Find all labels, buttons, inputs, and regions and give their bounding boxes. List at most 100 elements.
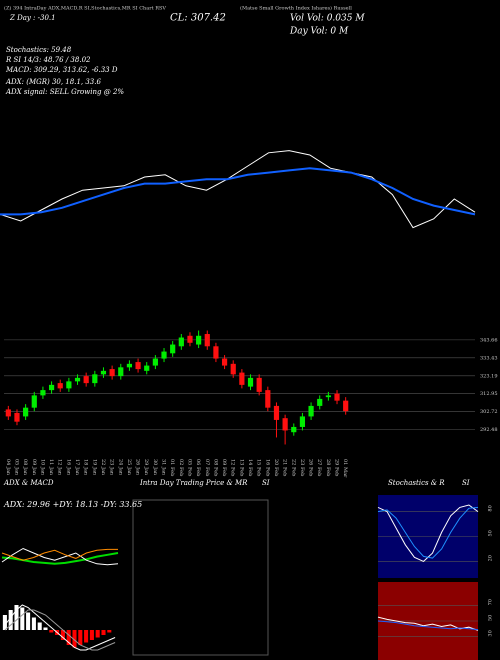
panel-title: SI [262,479,270,487]
candle-body [170,344,176,354]
candle-body [230,363,236,375]
header-text: ADX: (MGR) 30, 18.1, 33.6 [5,78,101,86]
x-tick-label: 12 Jan [57,459,63,476]
histogram-bar [37,622,42,630]
x-tick-label: 01 Feb [169,459,175,476]
candle-body [126,363,133,368]
histogram-bar [14,605,19,630]
histogram-bar [78,630,83,645]
x-tick-label: 20 Feb [273,459,279,476]
y-tick-label: 323.19 [480,373,498,379]
candle-body [5,409,11,417]
histogram-bar [20,607,25,630]
candle-body [74,377,81,382]
x-tick-label: 10 Jan [39,459,45,476]
histogram-bar [95,630,100,638]
candle-body [273,405,280,420]
x-tick-label: 08 Jan [22,459,28,476]
header-text: Stochastics: 59.48 [6,46,72,54]
candle-body [256,377,262,392]
x-tick-label: 23 Jan [109,459,115,476]
x-tick-label: 26 Feb [308,459,314,476]
y-tick-label: 343.66 [480,337,498,343]
x-tick-label: 27 Feb [316,459,322,476]
candle-body [325,395,331,398]
x-tick-label: 24 Jan [117,459,123,476]
candle-body [317,398,323,406]
header-text: Vol Vol: 0.035 M [290,14,365,24]
header-text: ADX signal: SELL Growing @ 2% [5,88,124,96]
x-tick-label: 29 Feb [334,459,340,476]
panel-label: ADX: 29.96 +DY: 18.13 -DY: 33.65 [3,500,142,509]
panel-title: Stochastics & R [388,479,445,487]
x-tick-label: 25 Jan [126,459,132,476]
x-tick-label: 16 Jan [65,459,71,476]
intraday-box [132,499,269,656]
x-tick-label: 05 Feb [186,459,192,476]
header-text: Day Vol: 0 M [289,27,349,37]
x-tick-label: 05 Jan [13,459,19,476]
candle-body [282,418,288,431]
panel-title: Intra Day Trading Price & MR [139,479,248,487]
y-tick-label: 292.48 [480,427,498,433]
candle-body [221,358,228,366]
x-tick-label: 14 Feb [247,459,253,476]
x-tick-label: 22 Jan [100,459,106,476]
x-tick-label: 23 Feb [299,459,305,476]
histogram-bar [72,630,77,648]
candle-body [334,393,340,401]
y-tick-label: 333.43 [480,355,498,361]
y-tick-label: 50 [488,615,494,621]
x-tick-label: 02 Feb [178,459,184,476]
x-tick-label: 22 Feb [290,459,296,476]
y-tick-label: 70 [488,599,494,605]
candle-body [31,395,37,408]
x-tick-label: 08 Feb [212,459,218,476]
series-line [377,620,479,631]
x-tick-label: 09 Feb [221,459,227,476]
candle-body [100,370,107,375]
x-tick-label: 13 Feb [238,459,244,476]
x-tick-label: 15 Feb [256,459,262,476]
header-text: (Matse Small Growth Index Ishares) Russe… [240,5,352,12]
histogram-bar [101,630,106,635]
y-tick-label: 302.72 [480,409,498,415]
histogram-bar [26,612,31,630]
y-tick-label: 80 [488,505,494,511]
x-tick-label: 12 Feb [230,459,236,476]
histogram-bar [43,627,48,630]
x-tick-label: 04 Jan [5,459,11,476]
series-line [0,150,476,229]
x-tick-label: 30 Jan [152,459,158,476]
candle-body [118,367,124,377]
series-line [1,547,119,566]
x-tick-label: 11 Jan [48,459,54,476]
candle-body [247,377,254,387]
histogram-bar [89,630,94,640]
x-tick-label: 18 Jan [83,459,89,476]
candle-body [213,346,219,359]
candle-body [23,407,29,417]
candle-body [92,374,98,384]
candle-body [144,365,150,371]
x-tick-label: 21 Feb [282,459,288,476]
histogram-bar [8,610,13,630]
histogram-bar [66,630,71,645]
candle-body [57,383,63,389]
candle-body [343,400,349,412]
x-tick-label: 01 Mar [342,459,348,478]
candle-body [40,390,46,396]
candle-body [187,335,193,343]
candle-body [152,358,158,366]
header-text: MACD: 309.29, 313.62, -6.33 D [5,66,118,74]
candle-body [204,334,210,347]
header-text: R SI 14/3: 48.76 / 38.02 [5,56,91,64]
histogram-bar [60,630,65,640]
candle-body [299,416,306,427]
y-tick-label: 312.95 [480,391,498,397]
x-tick-label: 06 Feb [195,459,201,476]
panel-title: SI [462,479,470,487]
x-tick-label: 16 Feb [264,459,270,476]
candle-body [14,412,20,422]
candle-body [161,351,167,359]
